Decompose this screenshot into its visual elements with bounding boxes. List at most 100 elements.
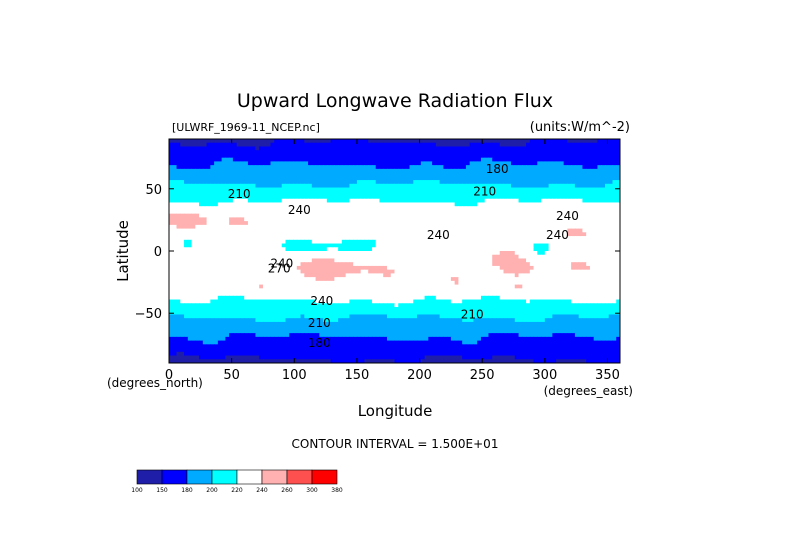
- heatmap-cell: [356, 202, 362, 207]
- heatmap-cell: [450, 262, 456, 267]
- heatmap-cell: [251, 139, 256, 144]
- heatmap-cell: [349, 221, 354, 226]
- heatmap-cell: [285, 217, 290, 222]
- heatmap-cell: [371, 150, 377, 155]
- heatmap-cell: [597, 157, 602, 162]
- heatmap-cell: [364, 187, 369, 192]
- heatmap-cell: [552, 258, 557, 263]
- heatmap-cell: [571, 146, 576, 151]
- heatmap-cell: [559, 142, 565, 147]
- heatmap-cell: [462, 183, 467, 189]
- heatmap-cell: [349, 209, 354, 215]
- heatmap-cell: [300, 243, 305, 248]
- heatmap-cell: [402, 288, 407, 293]
- heatmap-cell: [488, 269, 493, 274]
- heatmap-cell: [360, 273, 365, 278]
- heatmap-cell: [214, 254, 219, 259]
- heatmap-cell: [405, 180, 411, 185]
- heatmap-cell: [559, 239, 565, 245]
- heatmap-cell: [289, 254, 294, 259]
- heatmap-cell: [522, 153, 527, 159]
- heatmap-cell: [458, 221, 463, 226]
- heatmap-cell: [277, 198, 283, 203]
- heatmap-cell: [454, 206, 459, 211]
- heatmap-cell: [469, 172, 474, 177]
- heatmap-cell: [405, 150, 411, 155]
- heatmap-cell: [552, 168, 557, 174]
- heatmap-cell: [495, 202, 501, 207]
- heatmap-cell: [499, 142, 504, 147]
- heatmap-cell: [199, 165, 204, 170]
- heatmap-cell: [315, 247, 320, 252]
- heatmap-cell: [526, 183, 531, 189]
- heatmap-cell: [563, 273, 568, 278]
- heatmap-cell: [514, 243, 520, 248]
- heatmap-cell: [281, 198, 287, 203]
- heatmap-cell: [518, 157, 523, 162]
- heatmap-cell: [202, 269, 208, 274]
- heatmap-cell: [251, 191, 256, 196]
- heatmap-cell: [439, 224, 444, 230]
- heatmap-cell: [293, 209, 298, 215]
- heatmap-cell: [379, 157, 384, 162]
- heatmap-cell: [277, 176, 283, 181]
- heatmap-cell: [578, 202, 583, 207]
- heatmap-cell: [293, 157, 298, 162]
- heatmap-cell: [199, 206, 204, 211]
- heatmap-cell: [608, 202, 613, 207]
- heatmap-cell: [270, 139, 275, 144]
- heatmap-cell: [232, 139, 238, 144]
- heatmap-cell: [270, 228, 275, 233]
- heatmap-cell: [371, 258, 377, 263]
- heatmap-cell: [480, 277, 486, 282]
- heatmap-cell: [255, 176, 260, 181]
- heatmap-cell: [413, 258, 418, 263]
- heatmap-cell: [308, 221, 313, 226]
- heatmap-cell: [417, 146, 422, 151]
- heatmap-cell: [420, 157, 426, 162]
- heatmap-cell: [556, 157, 561, 162]
- heatmap-cell: [552, 284, 557, 289]
- heatmap-cell: [304, 232, 309, 237]
- heatmap-cell: [465, 191, 471, 196]
- heatmap-cell: [338, 153, 343, 159]
- heatmap-cell: [597, 198, 602, 203]
- heatmap-cell: [379, 206, 384, 211]
- heatmap-cell: [552, 198, 557, 203]
- heatmap-cell: [522, 247, 527, 252]
- heatmap-cell: [251, 168, 256, 174]
- heatmap-cell: [229, 262, 234, 267]
- heatmap-cell: [375, 292, 380, 297]
- heatmap-cell: [435, 139, 441, 144]
- heatmap-cell: [326, 247, 332, 252]
- heatmap-cell: [375, 191, 380, 196]
- heatmap-cell: [484, 221, 489, 226]
- heatmap-cell: [589, 191, 595, 196]
- heatmap-cell: [255, 202, 260, 207]
- heatmap-cell: [379, 161, 384, 166]
- heatmap-cell: [308, 228, 313, 233]
- heatmap-cell: [473, 239, 478, 245]
- heatmap-cell: [567, 165, 572, 170]
- heatmap-cell: [375, 146, 380, 151]
- heatmap-cell: [236, 168, 241, 174]
- heatmap-cell: [529, 224, 535, 230]
- heatmap-cell: [578, 251, 583, 256]
- heatmap-cell: [296, 176, 302, 181]
- heatmap-cell: [187, 202, 193, 207]
- heatmap-cell: [604, 221, 610, 226]
- heatmap-cell: [473, 172, 478, 177]
- heatmap-cell: [176, 139, 181, 144]
- heatmap-cell: [499, 284, 504, 289]
- heatmap-cell: [371, 269, 377, 274]
- heatmap-cell: [386, 209, 392, 215]
- heatmap-cell: [574, 142, 580, 147]
- heatmap-cell: [210, 277, 215, 282]
- heatmap-cell: [187, 221, 193, 226]
- heatmap-cell: [390, 262, 395, 267]
- heatmap-cell: [217, 292, 223, 297]
- heatmap-cell: [454, 183, 459, 189]
- heatmap-cell: [593, 221, 598, 226]
- heatmap-cell: [492, 202, 497, 207]
- heatmap-cell: [428, 228, 433, 233]
